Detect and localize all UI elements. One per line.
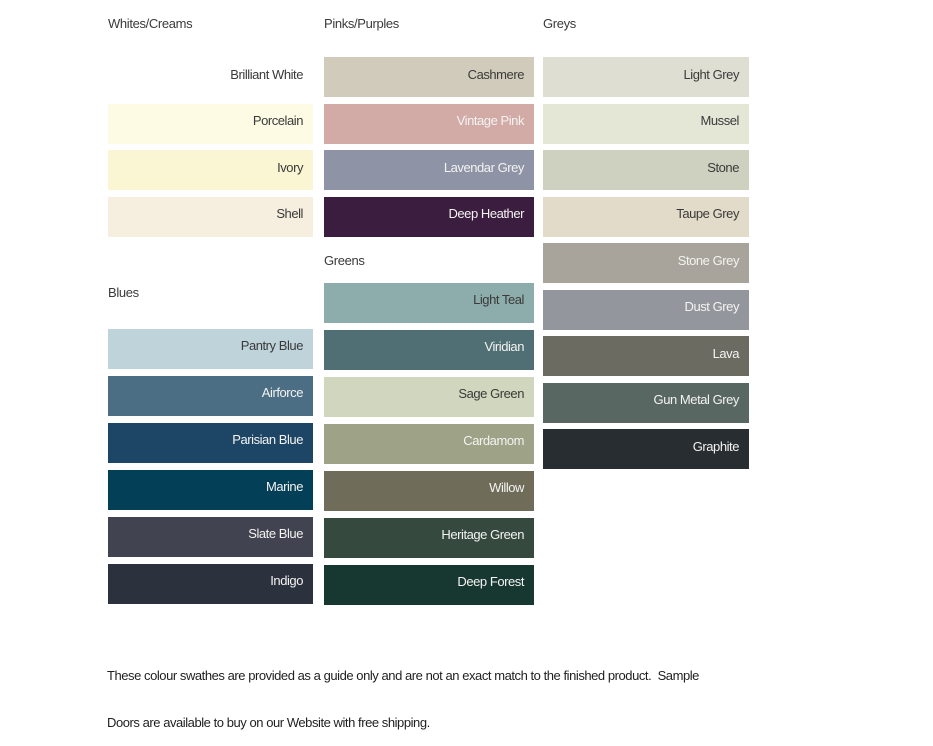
disclaimer-line-2: Doors are available to buy on our Websit… <box>107 714 430 730</box>
swatch-brilliant-white: Brilliant White <box>108 57 313 97</box>
swatch-graphite: Graphite <box>543 429 749 469</box>
swatch-vintage-pink: Vintage Pink <box>324 103 534 144</box>
swatch-label: Mussel <box>700 113 740 128</box>
swatch-group-blues: Blues Pantry Blue Airforce Parisian Blue Mar… <box>108 285 313 604</box>
swatch-label: Light Grey <box>683 66 740 82</box>
swatch-sage-green: Sage Green <box>324 376 534 417</box>
group-title: Blues <box>108 284 139 300</box>
swatch-group-whites-creams: Whites/Creams Brilliant White Porcelain Ivo… <box>108 16 313 237</box>
swatch-label: Marine <box>265 479 303 494</box>
swatch-porcelain: Porcelain <box>108 103 313 144</box>
colour-palette-guide: Whites/Creams Brilliant White Porcelain Ivo… <box>108 16 749 612</box>
swatch-label: Taupe Grey <box>676 206 739 221</box>
swatch-label: Light Teal <box>473 292 524 307</box>
swatch-label: Gun Metal Grey <box>653 392 740 407</box>
swatch-label: Indigo <box>270 573 303 588</box>
swatch-taupe-grey: Taupe Grey <box>543 196 749 237</box>
swatch-lavendar-grey: Lavendar Grey <box>324 150 534 190</box>
swatch-label: Parisian Blue <box>232 432 303 447</box>
swatch-label: Willow <box>489 480 524 495</box>
swatch-label: Graphite <box>692 438 740 454</box>
palette-column: Greys Light Grey Mussel Stone Taupe Grey Ston… <box>543 16 749 476</box>
swatch-label: Viridian <box>484 339 524 354</box>
group-title: Greys <box>543 16 576 31</box>
group-title: Greens <box>324 252 365 268</box>
swatch-stone: Stone <box>543 150 749 190</box>
swatch-label: Slate Blue <box>248 526 303 541</box>
swatch-willow: Willow <box>324 470 534 511</box>
swatch-label: Dust Grey <box>684 299 740 314</box>
swatch-label: Stone <box>707 159 739 175</box>
swatch-airforce: Airforce <box>108 375 313 416</box>
group-title: Whites/Creams <box>108 16 193 31</box>
swatch-label: Cashmere <box>467 66 525 82</box>
swatch-label: Brilliant White <box>230 66 303 82</box>
palette-column: Pinks/Purples Cashmere Vintage Pink Lavenda… <box>324 16 534 612</box>
swatch-slate-blue: Slate Blue <box>108 516 313 557</box>
swatch-dust-grey: Dust Grey <box>543 289 749 330</box>
swatch-label: Airforce <box>261 385 304 400</box>
swatch-pantry-blue: Pantry Blue <box>108 328 313 369</box>
swatch-label: Ivory <box>277 159 303 175</box>
swatch-label: Heritage Green <box>441 527 524 542</box>
swatch-label: Shell <box>276 206 303 221</box>
swatch-label: Deep Forest <box>457 574 524 589</box>
swatch-indigo: Indigo <box>108 563 313 604</box>
swatch-shell: Shell <box>108 196 313 237</box>
disclaimer-text: These colour swathes are provided as a g… <box>107 637 807 746</box>
swatch-label: Pantry Blue <box>240 338 304 353</box>
swatch-group-pinks-purples: Pinks/Purples Cashmere Vintage Pink Lavenda… <box>324 16 534 237</box>
swatch-marine: Marine <box>108 469 313 510</box>
swatch-label: Lavendar Grey <box>443 159 525 175</box>
swatch-label: Stone Grey <box>677 252 740 268</box>
swatch-stone-grey: Stone Grey <box>543 243 749 283</box>
swatch-label: Porcelain <box>252 113 304 128</box>
swatch-label: Lava <box>712 345 740 361</box>
swatch-gun-metal-grey: Gun Metal Grey <box>543 382 749 423</box>
swatch-cardamom: Cardamom <box>324 423 534 464</box>
swatch-light-grey: Light Grey <box>543 57 749 97</box>
swatch-deep-forest: Deep Forest <box>324 564 534 605</box>
swatch-heritage-green: Heritage Green <box>324 517 534 558</box>
group-title: Pinks/Purples <box>324 16 399 31</box>
swatch-label: Cardamom <box>463 433 524 448</box>
swatch-label: Vintage Pink <box>456 113 525 128</box>
swatch-light-teal: Light Teal <box>324 282 534 323</box>
swatch-lava: Lava <box>543 336 749 376</box>
swatch-mussel: Mussel <box>543 103 749 144</box>
swatch-ivory: Ivory <box>108 150 313 190</box>
swatch-label: Deep Heather <box>448 206 524 221</box>
palette-column: Whites/Creams Brilliant White Porcelain Ivo… <box>108 16 313 611</box>
swatch-viridian: Viridian <box>324 329 534 370</box>
swatch-deep-heather: Deep Heather <box>324 196 534 237</box>
swatch-parisian-blue: Parisian Blue <box>108 422 313 463</box>
swatch-group-greens: Greens Light Teal Viridian Sage Green Cardam… <box>324 253 534 605</box>
disclaimer-line-1: These colour swathes are provided as a g… <box>107 668 699 683</box>
swatch-cashmere: Cashmere <box>324 57 534 97</box>
swatch-group-greys: Greys Light Grey Mussel Stone Taupe Grey Ston… <box>543 16 749 469</box>
swatch-label: Sage Green <box>458 386 524 401</box>
